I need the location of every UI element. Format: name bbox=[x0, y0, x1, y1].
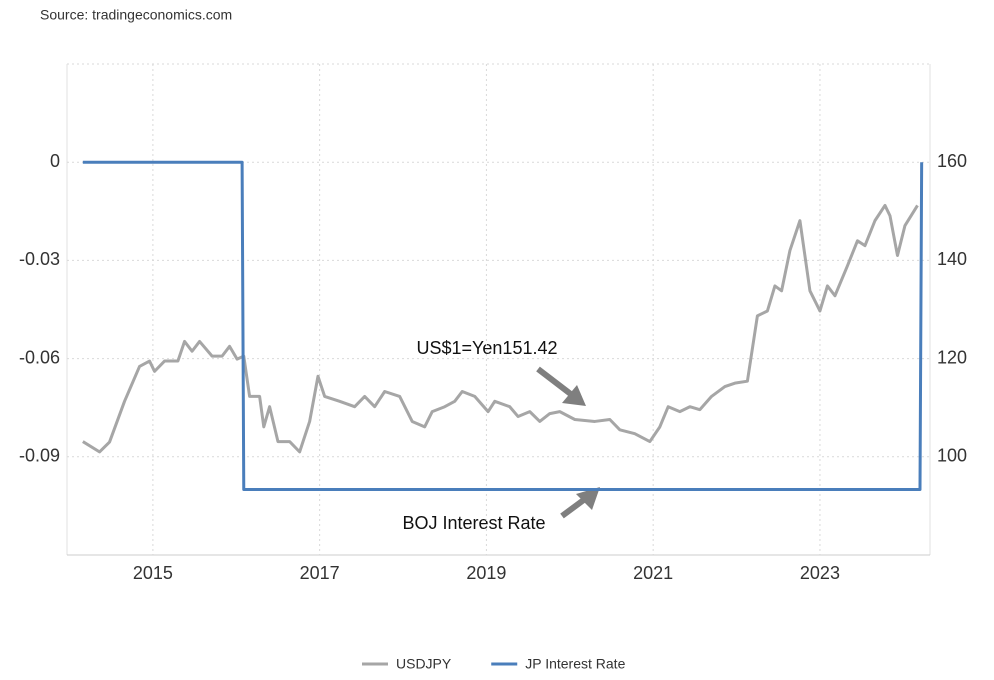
x-tick-label: 2019 bbox=[466, 563, 506, 583]
annotation: US$1=Yen151.42 bbox=[417, 338, 558, 358]
x-tick-label: 2023 bbox=[800, 563, 840, 583]
legend-label: USDJPY bbox=[396, 656, 452, 672]
x-tick-label: 2021 bbox=[633, 563, 673, 583]
series-line bbox=[82, 203, 919, 454]
y-tick-label: -0.09 bbox=[19, 446, 60, 466]
y2-tick-label: 140 bbox=[937, 249, 967, 269]
y2-tick-label: 160 bbox=[937, 151, 967, 171]
y-tick-label: -0.03 bbox=[19, 249, 60, 269]
source: Source: tradingeconomics.com bbox=[40, 7, 232, 23]
y2-tick-label: 100 bbox=[937, 446, 967, 466]
x-tick-label: 2017 bbox=[300, 563, 340, 583]
y2-tick-label: 120 bbox=[937, 347, 967, 367]
y-tick-label: 0 bbox=[50, 151, 60, 171]
legend-label: JP Interest Rate bbox=[525, 656, 625, 672]
arrow bbox=[536, 366, 600, 519]
series-line bbox=[82, 160, 924, 492]
annotation: BOJ Interest Rate bbox=[402, 513, 545, 533]
x-tick-label: 2015 bbox=[133, 563, 173, 583]
y-tick-label: -0.06 bbox=[19, 347, 60, 367]
